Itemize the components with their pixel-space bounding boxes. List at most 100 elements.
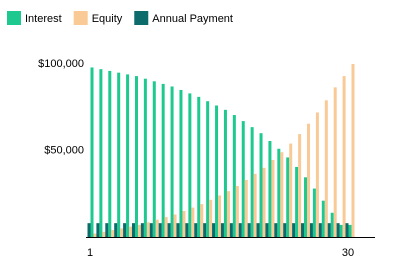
bar [161,83,165,238]
bar [126,74,130,237]
bar [218,195,222,237]
bar [99,69,103,237]
bar [286,157,290,237]
bar [185,223,189,237]
legend-swatch [7,11,21,25]
legend-label: Interest [25,13,62,25]
bar [146,222,150,237]
bar [307,123,311,237]
y-tick-label: $100,000 [38,58,84,70]
bar [250,127,254,237]
bar [336,223,340,237]
bar [223,109,227,237]
bar [191,207,195,237]
bar [295,166,299,237]
bar [105,223,109,237]
bar [345,223,349,237]
bar [292,223,296,237]
bar [197,96,201,238]
legend-swatch [134,11,149,25]
bar [271,160,275,237]
bar [330,212,334,237]
bar [111,230,115,237]
bar [143,78,147,237]
bar [114,223,118,237]
bar [312,188,316,237]
bar [203,223,207,237]
bar [149,223,153,237]
bar [229,223,233,237]
bar [206,101,210,237]
bar [200,204,204,237]
bar [304,177,308,237]
bar [123,223,127,237]
bar [220,223,224,237]
bar [170,86,174,238]
legend-label: Equity [92,13,123,25]
bar [256,223,260,237]
bar [102,231,106,237]
bar [129,226,133,237]
bar [351,64,355,237]
bar [235,185,239,237]
bar [324,100,328,237]
bar [117,72,121,238]
bar [155,219,159,237]
bar [268,140,272,237]
bar [265,223,269,237]
legend-label: Annual Payment [152,13,233,25]
bar [247,223,251,237]
bar [301,223,305,237]
bar [226,191,230,237]
bar [333,87,337,237]
bar [87,223,91,237]
bar [188,93,192,237]
bar [318,223,322,237]
bar [238,223,242,237]
bar [244,179,248,237]
bar [176,223,180,237]
bar [179,89,183,237]
bar [209,199,213,237]
bar [90,67,94,238]
x-tick-label: 1 [87,247,93,259]
bar [259,133,263,237]
bar [137,224,141,237]
bar [315,112,319,237]
bar [152,81,156,237]
bar [241,121,245,237]
bar [120,228,124,237]
bar [274,223,278,237]
bar [342,76,346,237]
bar [348,224,352,237]
bar [289,143,293,237]
bar [253,173,257,237]
legend-swatch [73,11,88,25]
bar [280,152,284,237]
bar [96,223,100,237]
bar [140,223,144,237]
bar [134,76,138,237]
bar [194,223,198,237]
bar [298,134,302,237]
bar [309,223,313,237]
bar [182,211,186,237]
bar [283,223,287,237]
bar [212,223,216,237]
bar [173,214,177,237]
bar [262,167,266,237]
y-tick-label: $50,000 [44,144,84,156]
bar [232,115,236,237]
bar [158,223,162,237]
bar [167,223,171,237]
x-tick-label: 30 [342,247,354,259]
bar [215,105,219,238]
bar [339,224,343,237]
bar [321,200,325,237]
bar [108,70,112,237]
bar [131,223,135,237]
bar [277,148,281,237]
bar [327,223,331,237]
bar [164,217,168,237]
